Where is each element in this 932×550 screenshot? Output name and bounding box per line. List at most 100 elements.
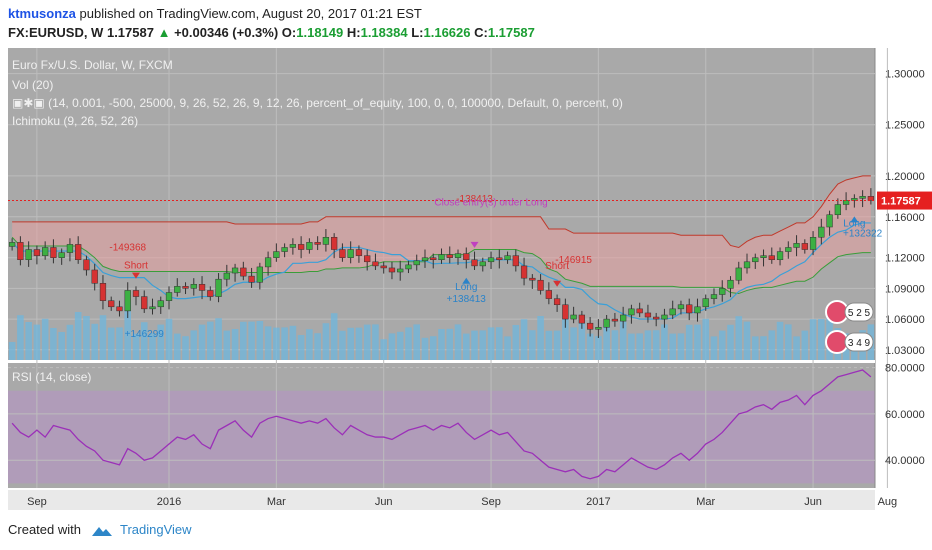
volume-bar [669, 333, 677, 360]
candle-body [207, 290, 214, 297]
candle-body [141, 296, 148, 310]
candle-body [743, 261, 751, 269]
candle-body [496, 257, 503, 261]
candle-body [91, 269, 98, 284]
trade-annotation: -138413 [456, 194, 493, 205]
symbol-name: FX:EURUSD, W [8, 25, 104, 40]
candle-body [735, 267, 742, 281]
candle-body [33, 249, 41, 256]
candle-body [677, 304, 685, 310]
candle-body [273, 251, 280, 258]
volume-bar [322, 323, 330, 360]
last-price: 1.17587 [106, 25, 154, 40]
trade-annotation: +146299 [125, 329, 165, 340]
candle-body [157, 300, 164, 308]
volume-bar [116, 327, 123, 360]
volume-bar [405, 327, 412, 360]
footer: Created with TradingView [8, 522, 192, 538]
candle-body [99, 283, 107, 301]
candle-body [108, 300, 115, 308]
trade-arrow-icon [131, 272, 140, 279]
chart-svg[interactable]: 1.30000 1.25000 1.20000 1.16000 1.12000 1.090… [0, 48, 932, 518]
close-value: 1.17587 [487, 25, 535, 40]
volume-bar [41, 318, 49, 360]
author-link[interactable]: ktmusonza [8, 6, 76, 21]
volume-bar [652, 330, 660, 360]
volume-bar [578, 318, 586, 360]
candle-body [529, 277, 536, 281]
volume-bar [479, 330, 487, 360]
chart-area[interactable]: 1.30000 1.25000 1.20000 1.16000 1.12000 1.090… [0, 48, 932, 518]
candle-body [702, 298, 709, 308]
volume-bar [570, 327, 577, 360]
candle-body [727, 279, 734, 289]
candle-body [8, 242, 16, 247]
volume-bar [529, 330, 536, 360]
volume-bar [273, 327, 280, 360]
event-badge [844, 332, 874, 352]
volume-bar [74, 312, 82, 360]
candle-body [553, 298, 561, 306]
up-arrow-icon: ▲ [157, 25, 171, 40]
volume-bar [751, 336, 759, 360]
volume-bar [289, 325, 297, 360]
volume-bar [520, 319, 528, 360]
candle-body [842, 200, 850, 205]
trade-annotation: Short [124, 261, 148, 272]
candle-body [297, 244, 305, 250]
volume-bar [462, 333, 470, 360]
volume-bar [743, 321, 751, 360]
volume-bar [586, 333, 594, 360]
volume-bar [636, 333, 643, 360]
candle-body [520, 265, 528, 279]
publish-line: ktmusonza published on TradingView.com, … [8, 6, 422, 21]
candle-body [66, 244, 74, 253]
ichimoku-cloud [12, 175, 871, 294]
volume-bar [107, 327, 115, 360]
volume-bar [661, 324, 668, 360]
price-tick-label: 1.30000 [885, 69, 925, 81]
volume-bar [66, 324, 74, 360]
candle-body [174, 286, 181, 293]
candle-body [25, 249, 32, 261]
time-tick-label: Jun [375, 496, 393, 508]
price-tick-label: 1.12000 [885, 253, 925, 265]
candle-body [355, 249, 363, 256]
volume-bar [206, 321, 214, 360]
candle-body [132, 290, 140, 297]
candle-body [801, 243, 808, 250]
trade-annotation: -149368 [109, 242, 146, 253]
volume-bar [421, 337, 429, 360]
candle-body [388, 267, 396, 273]
volume-bar [537, 316, 544, 360]
volume-bar [545, 330, 553, 360]
candle-body [42, 247, 49, 256]
publish-info: published on TradingView.com, August 20,… [79, 6, 422, 21]
candle-body [851, 198, 858, 201]
symbol-quote-line: FX:EURUSD, W 1.17587 ▲ +0.00346 (+0.3%) … [8, 25, 535, 40]
time-tick-label: Mar [267, 496, 286, 508]
tradingview-brand[interactable]: TradingView [120, 522, 192, 537]
volume-bar [58, 332, 65, 360]
candle-body [471, 259, 478, 267]
candle-body [17, 242, 24, 261]
candle-body [760, 255, 767, 258]
candle-body [314, 242, 321, 245]
candle-body [331, 236, 338, 250]
trade-annotation: Long [843, 218, 865, 229]
volume-bar [223, 330, 231, 360]
low-label: L: [411, 25, 424, 40]
price-tick-label: 1.09000 [885, 283, 925, 295]
volume-bar [8, 342, 16, 360]
volume-bar [140, 322, 148, 360]
last-price-label: 1.17587 [881, 196, 921, 208]
legend-rsi: RSI (14, close) [12, 370, 92, 384]
candle-body [653, 316, 660, 320]
volume-bar [685, 324, 693, 360]
volume-bar [297, 335, 305, 360]
event-badge-count: 3 4 9 [848, 338, 871, 349]
volume-bar [429, 336, 437, 360]
candle-body [50, 247, 57, 258]
candle-body [372, 261, 379, 267]
candle-body [347, 249, 354, 258]
